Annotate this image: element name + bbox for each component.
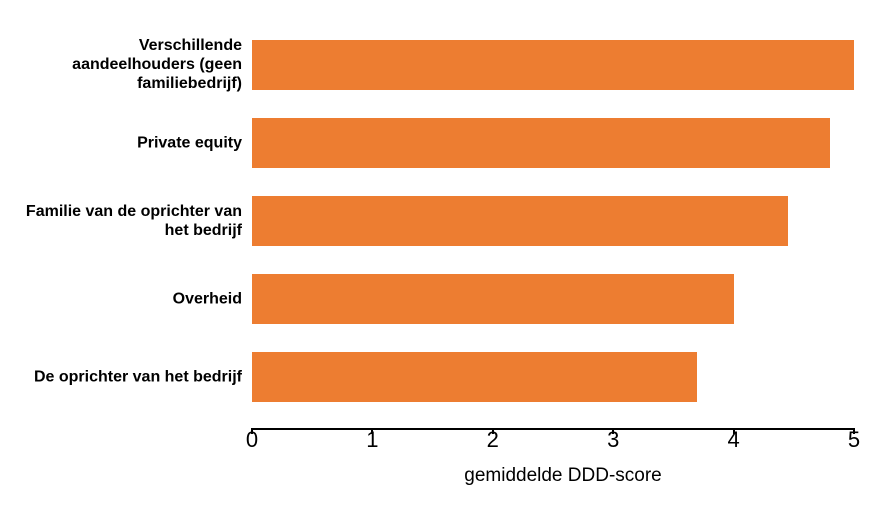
y-category-label: De oprichter van het bedrijf	[12, 367, 242, 386]
x-tick-label: 4	[727, 427, 739, 453]
bar	[252, 352, 697, 402]
x-tick-label: 2	[487, 427, 499, 453]
plot-area: 012345	[252, 40, 854, 430]
bar	[252, 118, 830, 168]
y-category-label: Verschillende aandeelhouders (geen famil…	[12, 36, 242, 94]
x-axis-label: gemiddelde DDD-score	[433, 465, 693, 487]
ddd-score-bar-chart: 012345 gemiddelde DDD-score Verschillend…	[0, 0, 869, 519]
bar	[252, 40, 854, 90]
x-tick-label: 5	[848, 427, 860, 453]
y-category-label: Overheid	[12, 289, 242, 308]
x-tick-label: 1	[366, 427, 378, 453]
bar	[252, 274, 734, 324]
y-category-label: Familie van de oprichter van het bedrijf	[12, 202, 242, 240]
x-tick-label: 3	[607, 427, 619, 453]
x-tick-label: 0	[246, 427, 258, 453]
bar	[252, 196, 788, 246]
y-category-label: Private equity	[12, 133, 242, 152]
